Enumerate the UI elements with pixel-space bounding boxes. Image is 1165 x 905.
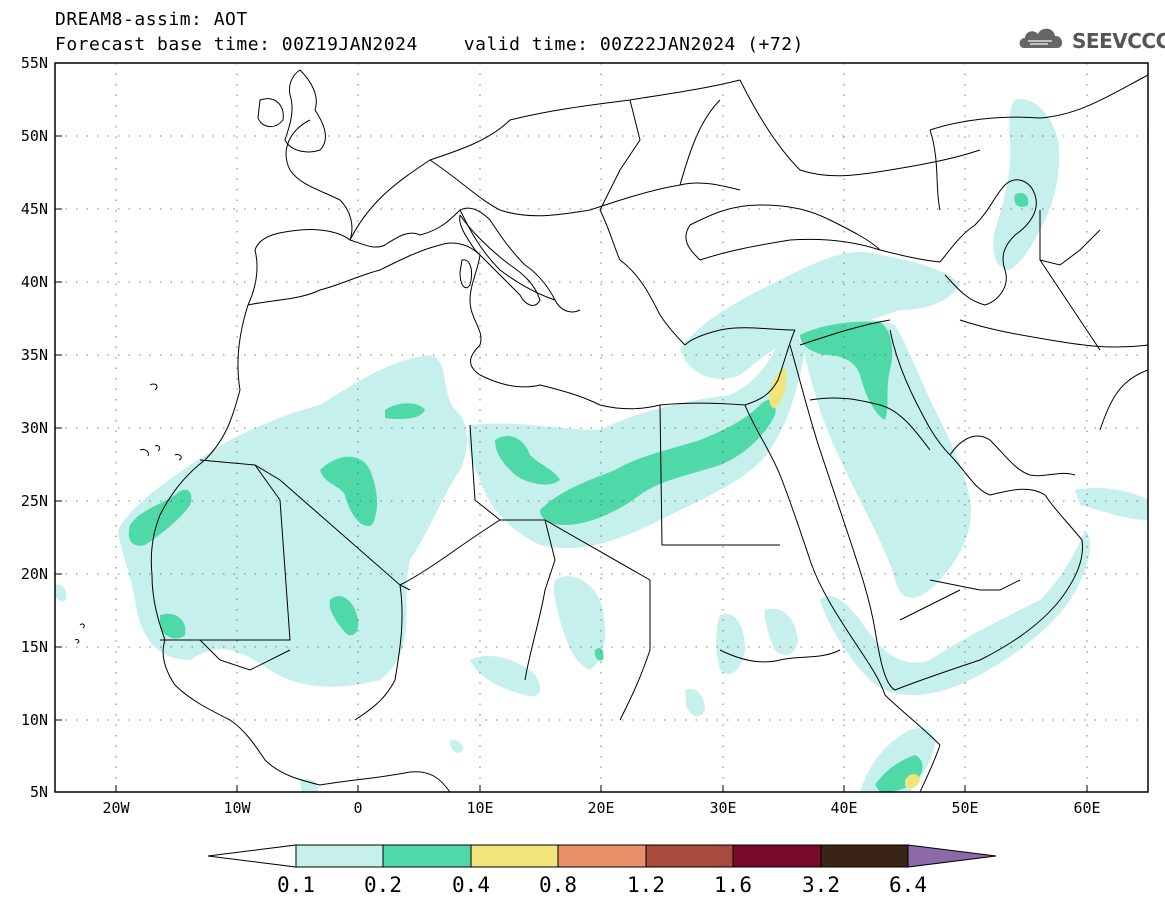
lon-label-60e: 60E: [1073, 799, 1100, 817]
lon-label-10e: 10E: [466, 799, 493, 817]
aot-level-0-2: [128, 193, 1029, 792]
lon-label-40e: 40E: [830, 799, 857, 817]
lat-label-55n: 55N: [21, 54, 48, 72]
lat-label-10n: 10N: [21, 711, 48, 729]
lat-label-35n: 35N: [21, 346, 48, 364]
colorbar-label-0: 0.1: [277, 873, 315, 897]
lon-label-10w: 10W: [223, 799, 251, 817]
colorbar-bin-3: [557, 844, 647, 868]
time-info: Forecast base time: 00Z19JAN2024 valid ti…: [55, 34, 804, 55]
axis-ticks: [55, 62, 1088, 793]
colorbar-label-3: 0.8: [539, 873, 577, 897]
lat-label-50n: 50N: [21, 127, 48, 145]
colorbar-label-2: 0.4: [452, 873, 490, 897]
colorbar-label-5: 1.6: [714, 873, 752, 897]
lat-label-25n: 25N: [21, 492, 48, 510]
colorbar-over-arrow: [907, 844, 997, 868]
lat-label-5n: 5N: [30, 783, 48, 801]
lon-label-50e: 50E: [951, 799, 978, 817]
lon-label-0: 0: [353, 799, 362, 817]
lat-label-20n: 20N: [21, 565, 48, 583]
lon-label-20w: 20W: [102, 799, 130, 817]
valid-time: valid time: 00Z22JAN2024 (+72): [463, 34, 804, 55]
colorbar-label-6: 3.2: [802, 873, 840, 897]
coastlines-borders: [74, 69, 1148, 792]
colorbar-bin-4: [645, 844, 734, 868]
colorbar-bin-2: [470, 844, 559, 868]
colorbar-label-7: 6.4: [889, 873, 927, 897]
logo-text: SEEVCCC: [1072, 29, 1165, 53]
lon-label-30e: 30E: [709, 799, 736, 817]
colorbar-label-1: 0.2: [364, 873, 402, 897]
aot-level-0-4: [769, 368, 920, 788]
lat-label-40n: 40N: [21, 273, 48, 291]
lat-label-30n: 30N: [21, 419, 48, 437]
aot-level-0-1: [55, 99, 1148, 792]
colorbar-bin-0: [295, 844, 384, 868]
colorbar-label-4: 1.2: [627, 873, 665, 897]
cloud-logo-icon: [1019, 28, 1063, 48]
lat-label-15n: 15N: [21, 638, 48, 656]
colorbar-bin-5: [732, 844, 822, 868]
colorbar-bin-1: [382, 844, 472, 868]
map-title: DREAM8-assim: AOT: [55, 9, 248, 30]
colorbar-bin-6: [820, 844, 909, 868]
colorbar-under-arrow: [207, 844, 297, 868]
lat-label-45n: 45N: [21, 200, 48, 218]
lat-lon-grid: [55, 63, 1148, 792]
base-time: Forecast base time: 00Z19JAN2024: [55, 34, 418, 55]
colorbar: [207, 844, 997, 868]
lon-label-20e: 20E: [587, 799, 614, 817]
